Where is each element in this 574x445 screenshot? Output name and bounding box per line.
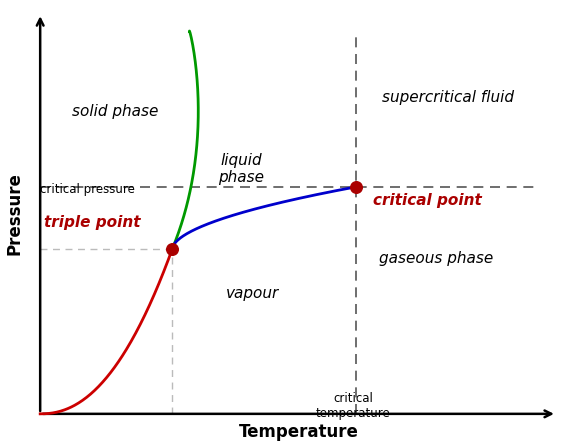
- Text: critical
temperature: critical temperature: [316, 392, 390, 420]
- Text: solid phase: solid phase: [72, 104, 158, 119]
- Text: Pressure: Pressure: [6, 172, 24, 255]
- Text: liquid
phase: liquid phase: [218, 153, 264, 185]
- Point: [351, 183, 360, 190]
- Text: gaseous phase: gaseous phase: [379, 251, 494, 266]
- Text: supercritical fluid: supercritical fluid: [382, 90, 514, 105]
- Text: triple point: triple point: [44, 215, 140, 230]
- Point: [168, 246, 177, 253]
- Text: Temperature: Temperature: [239, 423, 358, 441]
- Text: critical pressure: critical pressure: [40, 182, 135, 196]
- Text: vapour: vapour: [226, 286, 279, 301]
- Text: critical point: critical point: [373, 193, 482, 208]
